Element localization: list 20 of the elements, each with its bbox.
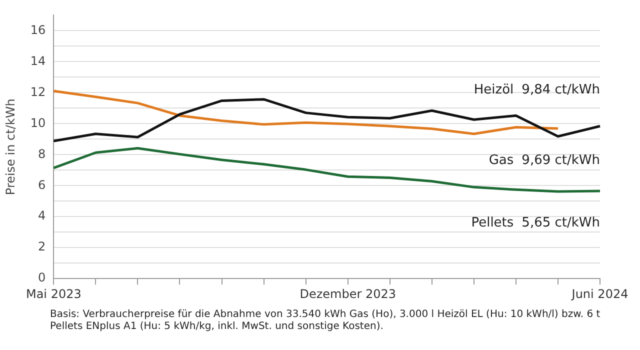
x-tick-label: Juni 2024 <box>570 286 628 301</box>
y-tick-label: 6 <box>38 178 46 192</box>
data-label: 9,84 ct/kWh <box>522 82 600 98</box>
y-tick-label: 10 <box>30 116 46 130</box>
data-label: 5,65 ct/kWh <box>522 215 600 230</box>
y-tick-label: 4 <box>38 208 46 223</box>
y-tick-label: 12 <box>30 84 46 99</box>
y-tick-label: 14 <box>30 54 46 68</box>
series-label: Pellets <box>471 215 514 230</box>
text: Basis: Verbraucherpreise für die Abnahme von 33.540 kWh Gas (Ho), 3.000 l Heizöl EL (Hu: 10 kWh/l) bzw. 6 t Pellets ENplus A1 (Hu: 5 kWh/kg, inkl. MwSt. und sonstige Kosten). <box>49 308 602 333</box>
y-tick-label: 16 <box>30 22 46 37</box>
y-tick-label: 8 <box>38 146 46 161</box>
series-label: Heizöl <box>474 82 514 98</box>
x-tick-label: Mai 2023 <box>26 286 82 301</box>
data-label: 9,69 ct/kWh <box>522 152 600 168</box>
x-tick-label: Dezember 2023 <box>300 286 396 301</box>
series-label: Gas <box>488 152 514 168</box>
y-axis-title: Preise in ct/kWh <box>3 98 18 196</box>
y-tick-label: 2 <box>38 240 46 254</box>
y-tick-label: 0 <box>38 270 46 285</box>
